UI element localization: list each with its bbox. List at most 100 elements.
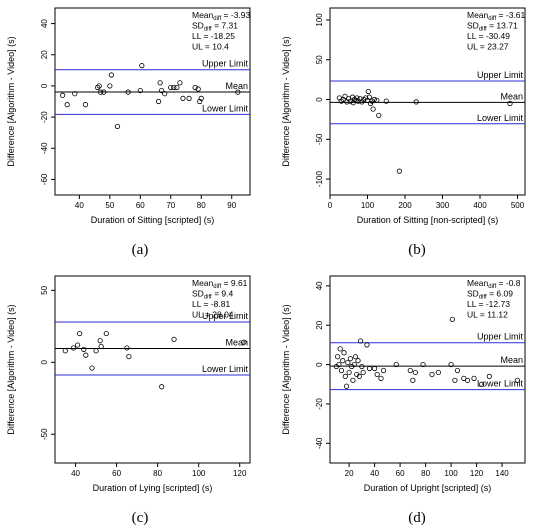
- data-point: [412, 369, 418, 376]
- chart-c: -50 0 50 40 60 80 100 120 Upper Limit Mean Lower L…: [6, 275, 251, 493]
- data-point: [338, 367, 345, 374]
- data-point: [336, 361, 342, 368]
- stat-text: Meandiff = -0.8: [467, 278, 521, 290]
- data-point: [351, 361, 357, 368]
- data-point: [366, 94, 372, 100]
- data-point: [241, 339, 247, 345]
- panel-d: -40 -20 0 20 40 20 40 60 80 100 120 140 Upper Limit M…: [275, 266, 550, 532]
- data-point: [364, 342, 370, 348]
- data-point: [197, 98, 203, 105]
- data-point: [98, 89, 104, 95]
- x-tick-label: 40: [370, 469, 379, 478]
- data-point: [342, 93, 348, 99]
- data-point: [180, 95, 186, 101]
- y-tick-label: -40: [315, 437, 324, 449]
- panel-label-d: (d): [408, 510, 426, 526]
- data-point: [126, 353, 132, 360]
- data-point: [89, 365, 95, 371]
- panel-label-b: (b): [408, 242, 426, 258]
- data-point: [108, 72, 114, 78]
- stat-text: LL = -30.49: [467, 31, 510, 41]
- x-tick-label: 200: [398, 201, 412, 210]
- data-point: [383, 98, 389, 104]
- y-axis-label: Difference [Algorithm - Video] (s): [6, 36, 16, 166]
- data-point: [83, 352, 89, 358]
- data-point: [192, 84, 198, 91]
- data-point: [356, 373, 362, 379]
- data-point: [337, 346, 343, 352]
- stat-text: Meandiff = -3.61: [467, 10, 526, 22]
- reference-line-label: Lower Limit: [202, 103, 249, 113]
- stat-text: Meandiff = -3.93: [192, 10, 251, 22]
- x-tick-label: 120: [233, 469, 247, 478]
- x-tick-label: 60: [136, 201, 145, 210]
- data-point: [380, 367, 387, 374]
- data-point: [374, 371, 380, 378]
- chart-a: -60 -40 -20 0 20 40 40 50 60 70 80 90 Upper Limit Mea…: [6, 7, 251, 225]
- panel-label-c: (c): [131, 510, 149, 526]
- data-point: [114, 123, 121, 130]
- reference-line-label: Upper Limit: [202, 311, 249, 321]
- x-axis-label: Duration of Lying [scripted] (s): [93, 483, 213, 493]
- data-point: [352, 354, 359, 360]
- data-point: [93, 348, 99, 354]
- stat-text: SDdiff = 6.09: [467, 289, 513, 301]
- stat-text: LL = -18.25: [192, 31, 235, 41]
- y-tick-label: -50: [315, 133, 324, 145]
- x-tick-label: 40: [75, 201, 84, 210]
- x-tick-label: 100: [361, 201, 375, 210]
- data-point: [195, 86, 201, 92]
- y-tick-label: 50: [40, 285, 49, 294]
- x-axis-label: Duration of Upright [scripted] (s): [364, 483, 492, 493]
- data-point: [139, 63, 145, 69]
- data-point: [514, 377, 520, 383]
- data-point: [235, 89, 241, 95]
- y-tick-label: -20: [315, 398, 324, 410]
- data-point: [365, 88, 371, 95]
- reference-line-label: Mean: [225, 81, 248, 91]
- x-tick-label: 60: [112, 469, 121, 478]
- data-point: [413, 99, 419, 105]
- data-point: [370, 106, 376, 112]
- panel-c: -50 0 50 40 60 80 100 120 Upper Limit Mean Lower L…: [0, 266, 275, 532]
- data-point: [103, 330, 109, 337]
- data-point: [376, 112, 382, 119]
- reference-line-label: Lower Limit: [477, 113, 524, 123]
- data-point: [124, 345, 130, 351]
- x-axis-label: Duration of Sitting [non-scripted] (s): [357, 215, 499, 225]
- data-point: [359, 363, 365, 370]
- data-point: [360, 369, 366, 376]
- stat-text: UL = 28.04: [192, 310, 234, 320]
- y-axis-label: Difference [Algorithm - Video] (s): [281, 304, 291, 434]
- data-point: [371, 96, 377, 103]
- panel-a: -60 -40 -20 0 20 40 40 50 60 70 80 90 Upper Limit Mea…: [0, 0, 275, 266]
- data-point: [171, 84, 177, 91]
- x-tick-label: 100: [192, 469, 206, 478]
- x-tick-label: 140: [495, 469, 509, 478]
- x-tick-label: 50: [105, 201, 114, 210]
- data-point: [62, 348, 68, 354]
- panel-label-a: (a): [131, 242, 149, 258]
- y-tick-label: 20: [315, 320, 324, 329]
- data-point: [72, 91, 78, 97]
- reference-line-label: Lower Limit: [202, 364, 249, 374]
- stat-text: UL = 23.27: [467, 42, 509, 52]
- plot-frame: [54, 7, 251, 196]
- data-point: [101, 89, 107, 95]
- x-tick-label: 80: [421, 469, 430, 478]
- data-point: [342, 373, 348, 379]
- data-point: [137, 87, 143, 94]
- data-point: [168, 84, 174, 91]
- plot-frame: [329, 7, 526, 196]
- x-tick-label: 60: [396, 469, 405, 478]
- data-point: [449, 316, 455, 322]
- data-point: [357, 338, 364, 344]
- data-point: [410, 377, 416, 383]
- data-point: [95, 84, 101, 91]
- data-point: [345, 360, 351, 366]
- data-point: [355, 358, 361, 364]
- data-point: [155, 98, 162, 105]
- data-point: [77, 330, 83, 337]
- data-point: [162, 91, 168, 97]
- reference-line-label: Upper Limit: [477, 332, 524, 342]
